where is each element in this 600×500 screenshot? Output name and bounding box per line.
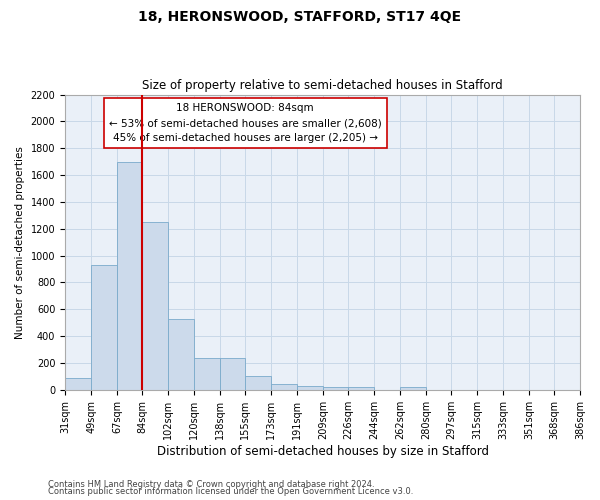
Bar [117,162,142,390]
Bar [271,384,297,390]
Bar [348,387,374,390]
Bar [323,387,348,390]
X-axis label: Distribution of semi-detached houses by size in Stafford: Distribution of semi-detached houses by … [157,444,488,458]
Bar [91,265,117,390]
Title: Size of property relative to semi-detached houses in Stafford: Size of property relative to semi-detach… [142,79,503,92]
Text: Contains HM Land Registry data © Crown copyright and database right 2024.: Contains HM Land Registry data © Crown c… [48,480,374,489]
Text: 18, HERONSWOOD, STAFFORD, ST17 4QE: 18, HERONSWOOD, STAFFORD, ST17 4QE [139,10,461,24]
Bar [65,378,91,390]
Text: 18 HERONSWOOD: 84sqm
← 53% of semi-detached houses are smaller (2,608)
45% of se: 18 HERONSWOOD: 84sqm ← 53% of semi-detac… [109,104,382,143]
Bar [142,222,168,390]
Bar [194,358,220,390]
Bar [245,376,271,390]
Bar [400,387,426,390]
Y-axis label: Number of semi-detached properties: Number of semi-detached properties [15,146,25,338]
Bar [220,358,245,390]
Bar [297,386,323,390]
Text: Contains public sector information licensed under the Open Government Licence v3: Contains public sector information licen… [48,487,413,496]
Bar [168,318,194,390]
